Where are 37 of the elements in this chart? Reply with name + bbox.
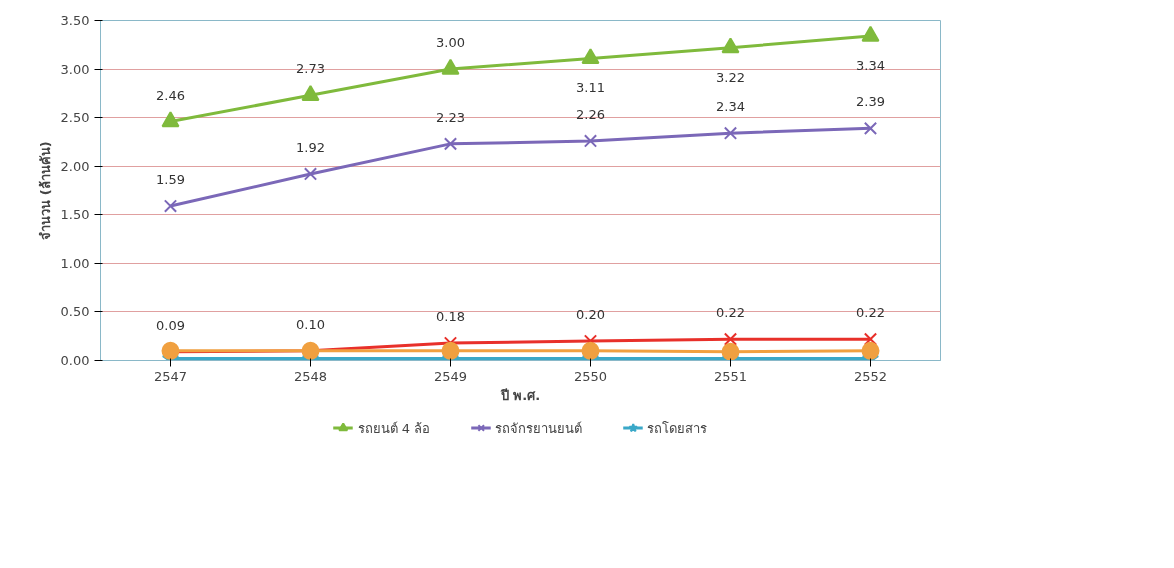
data-label: 2.26 [576,106,605,122]
data-label: 0.09 [156,317,185,333]
data-label: 3.22 [716,69,745,85]
data-label: 2.46 [156,87,185,103]
y-tick-label: 3.50 [60,13,90,28]
y-axis-title: จำนวน (ล้านคัน) [37,141,53,240]
x-tick-label: 2547 [153,368,188,384]
x-tick-label: 2551 [713,368,748,384]
legend-label: รถยนต์ 4 ล้อ [357,419,431,437]
data-label: 0.18 [436,309,465,325]
y-tick-label: 1.00 [60,255,90,271]
data-label: 0.22 [716,305,745,321]
data-label: 0.10 [296,316,325,332]
data-label: 0.22 [856,305,885,321]
data-label: 1.92 [296,139,325,155]
x-axis-title: ปี พ.ศ. [499,387,541,403]
data-label: 3.34 [856,58,885,74]
data-label: 2.73 [296,61,325,77]
data-label: 3.11 [576,80,605,96]
y-tick-label: 0.00 [60,353,90,368]
legend-label: รถจักรยานยนต์ [495,419,583,437]
data-label: 0.20 [576,307,605,323]
y-tick-label: 0.50 [60,304,90,320]
y-tick-label: 2.50 [60,110,90,126]
data-label: 2.34 [716,99,745,115]
data-label: 2.39 [856,94,885,110]
y-tick-label: 1.50 [60,207,90,223]
y-tick-label: 3.00 [60,61,90,77]
x-tick-label: 2548 [293,368,328,384]
x-tick-label: 2550 [573,368,608,384]
y-tick-label: 2.00 [60,158,90,174]
data-label: 1.59 [156,172,185,188]
legend-label: รถโดยสาร [647,419,708,437]
x-tick-label: 2552 [853,368,888,384]
data-label: 2.23 [436,109,465,125]
data-label: 3.00 [436,35,465,51]
x-tick-label: 2549 [433,368,468,384]
